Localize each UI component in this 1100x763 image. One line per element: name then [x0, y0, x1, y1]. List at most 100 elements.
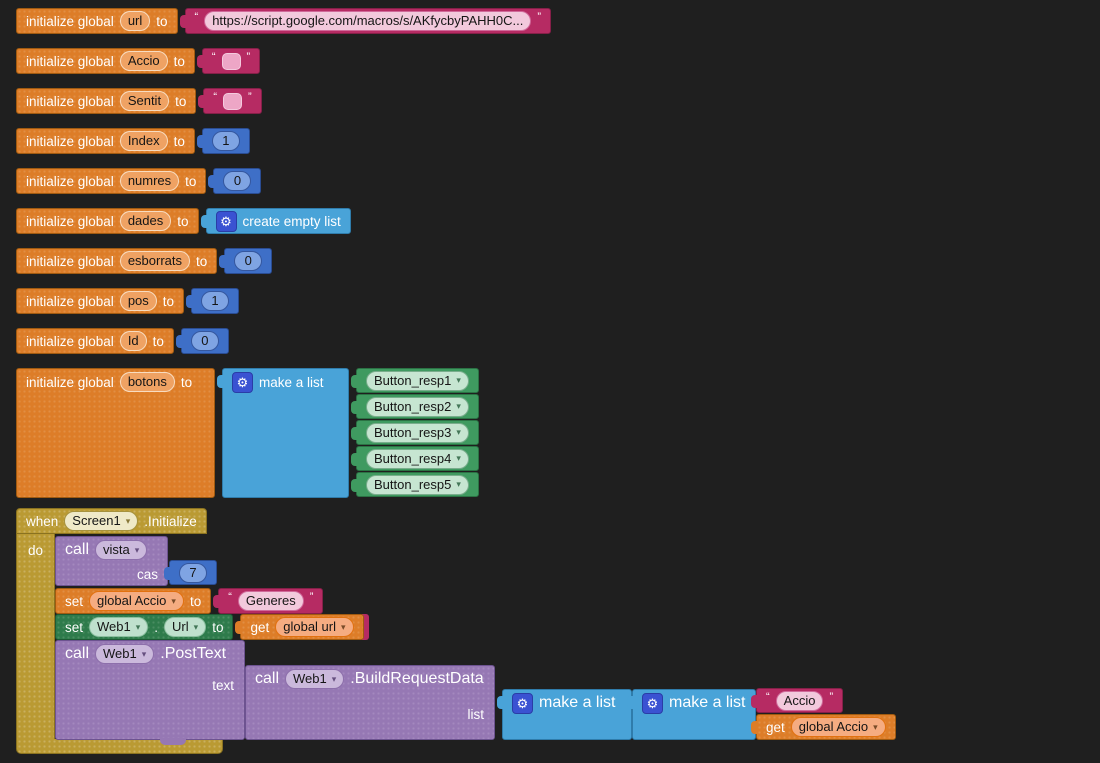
number-value-field[interactable]: 7: [179, 562, 207, 583]
component-block-button-resp4[interactable]: Button_resp4 ▾: [351, 446, 479, 471]
block-init-global-botons[interactable]: initialize global botons to ⚙ make a lis…: [16, 368, 479, 498]
initialize-global-block[interactable]: initialize global botons to: [16, 368, 215, 498]
variable-dropdown-global-accio[interactable]: global Accio ▾: [89, 591, 184, 611]
component-dropdown[interactable]: Button_resp5 ▾: [366, 474, 469, 495]
set-global-accio-statement[interactable]: set global Accio ▾ to “ Generes ”: [55, 588, 324, 614]
var-name-field-index[interactable]: Index: [119, 131, 168, 151]
number-value-field[interactable]: 0: [234, 251, 263, 271]
block-init-global-accio[interactable]: initialize global Accio to “ ”: [16, 48, 261, 74]
string-value-field[interactable]: Generes: [237, 591, 304, 611]
variable-dropdown-global-url[interactable]: global url ▾: [275, 617, 354, 637]
empty-string-block[interactable]: “ ”: [198, 88, 262, 114]
var-name-field-sentit[interactable]: Sentit: [119, 91, 170, 111]
empty-string-field[interactable]: [221, 52, 241, 70]
procedure-dropdown-vista[interactable]: vista ▾: [95, 540, 148, 560]
initialize-global-block[interactable]: initialize global pos to: [16, 288, 185, 314]
mutator-gear-icon[interactable]: ⚙: [512, 692, 533, 714]
var-name-field-numres[interactable]: numres: [119, 171, 180, 191]
param-label-list: list: [467, 707, 485, 722]
call-web1-posttext-block[interactable]: call Web1 ▾ .PostText text: [55, 640, 245, 745]
number-block[interactable]: 0: [208, 168, 262, 194]
number-value-field[interactable]: 0: [190, 331, 219, 351]
string-value-field[interactable]: Accio: [775, 690, 824, 711]
when-screen1-initialize-block[interactable]: when Screen1 ▾ .Initialize do call vista…: [16, 508, 916, 754]
component-dropdown-web1[interactable]: Web1 ▾: [95, 644, 155, 664]
variable-dropdown-global-accio[interactable]: global Accio ▾: [790, 717, 886, 737]
string-value-field[interactable]: https://script.google.com/macros/s/AKfyc…: [204, 11, 532, 31]
set-variable-block[interactable]: set global Accio ▾ to: [55, 588, 212, 614]
make-a-list-inner-block[interactable]: ⚙ make a list: [627, 689, 756, 740]
mutator-gear-icon[interactable]: ⚙: [215, 210, 237, 232]
var-name-field-botons[interactable]: botons: [119, 372, 175, 392]
hidden-block-edge: [361, 614, 369, 640]
get-global-accio-block[interactable]: get global Accio ▾: [751, 714, 896, 740]
number-block[interactable]: 1: [186, 288, 240, 314]
block-init-global-sentit[interactable]: initialize global Sentit to “ ”: [16, 88, 262, 114]
chevron-down-icon: ▾: [141, 648, 147, 659]
component-dropdown[interactable]: Button_resp3 ▾: [366, 422, 469, 443]
initialize-global-block[interactable]: initialize global Sentit to: [16, 88, 197, 114]
mutator-gear-icon[interactable]: ⚙: [232, 371, 253, 393]
text-string-block-url[interactable]: “ https://script.google.com/macros/s/AKf…: [179, 8, 552, 34]
number-block[interactable]: 1: [196, 128, 250, 154]
block-init-global-dades[interactable]: initialize global dades to ⚙ create empt…: [16, 208, 351, 234]
create-empty-list-block[interactable]: ⚙ create empty list: [200, 208, 351, 234]
chevron-down-icon: ▾: [873, 721, 878, 732]
close-quote: ”: [537, 11, 542, 23]
component-dropdown-screen1[interactable]: Screen1 ▾: [64, 511, 139, 531]
initialize-global-block[interactable]: initialize global esborrats to: [16, 248, 218, 274]
number-value-field[interactable]: 1: [201, 291, 230, 311]
empty-string-block[interactable]: “ ”: [196, 48, 261, 74]
number-block[interactable]: 0: [175, 328, 229, 354]
number-block-7[interactable]: 7: [164, 560, 217, 585]
property-dropdown-url[interactable]: Url ▾: [164, 617, 207, 637]
component-block-button-resp3[interactable]: Button_resp3 ▾: [351, 420, 479, 445]
component-block-button-resp5[interactable]: Button_resp5 ▾: [351, 472, 479, 497]
block-init-global-pos[interactable]: initialize global pos to 1: [16, 288, 240, 314]
var-name-field-id[interactable]: Id: [119, 331, 147, 351]
component-dropdown-web1[interactable]: Web1 ▾: [89, 617, 149, 637]
component-block-button-resp2[interactable]: Button_resp2 ▾: [351, 394, 479, 419]
initialize-global-block[interactable]: initialize global Index to: [16, 128, 195, 154]
initialize-global-block[interactable]: initialize global dades to: [16, 208, 199, 234]
component-dropdown-web1[interactable]: Web1 ▾: [285, 669, 345, 689]
component-dropdown[interactable]: Button_resp4 ▾: [366, 448, 469, 469]
number-block[interactable]: 0: [219, 248, 273, 274]
var-name-field-pos[interactable]: pos: [119, 291, 157, 311]
block-init-global-url[interactable]: initialize global url to “ https://scrip…: [16, 8, 552, 34]
close-quote: ”: [246, 51, 251, 63]
open-quote: “: [211, 51, 216, 63]
var-name-field-url[interactable]: url: [119, 11, 151, 31]
empty-string-field[interactable]: [223, 92, 242, 110]
initialize-global-block[interactable]: initialize global Id to: [16, 328, 174, 354]
component-block-button-resp1[interactable]: Button_resp1 ▾: [351, 368, 479, 393]
number-value-field[interactable]: 0: [223, 171, 252, 191]
call-vista-block[interactable]: call vista ▾ cas: [55, 536, 168, 586]
event-header[interactable]: when Screen1 ▾ .Initialize: [16, 508, 207, 534]
block-init-global-numres[interactable]: initialize global numres to 0: [16, 168, 262, 194]
block-init-global-index[interactable]: initialize global Index to 1: [16, 128, 250, 154]
open-quote: “: [213, 91, 217, 103]
make-a-list-block[interactable]: ⚙ make a list: [217, 368, 349, 498]
mutator-gear-icon[interactable]: ⚙: [642, 692, 663, 714]
component-dropdown[interactable]: Button_resp1 ▾: [366, 370, 469, 391]
get-global-url-block[interactable]: get global url ▾: [235, 614, 364, 640]
initialize-global-block[interactable]: initialize global numres to: [16, 168, 207, 194]
var-name-field-dades[interactable]: dades: [119, 211, 172, 231]
var-name-field-accio[interactable]: Accio: [119, 51, 168, 71]
component-dropdown[interactable]: Button_resp2 ▾: [366, 396, 469, 417]
var-name-field-esborrats[interactable]: esborrats: [119, 251, 191, 271]
make-a-list-outer-block[interactable]: ⚙ make a list: [497, 689, 632, 740]
event-name: .Initialize: [144, 513, 197, 529]
set-property-block[interactable]: set Web1 ▾ . Url ▾ to: [55, 614, 234, 640]
text-string-block-generes[interactable]: “ Generes ”: [213, 588, 324, 614]
initialize-global-block[interactable]: initialize global url to: [16, 8, 178, 34]
number-value-field[interactable]: 1: [211, 131, 240, 151]
set-web1-url-statement[interactable]: set Web1 ▾ . Url ▾ to get global url ▾: [55, 614, 369, 640]
call-web1-buildrequestdata-block[interactable]: call Web1 ▾ .BuildRequestData list: [245, 665, 495, 740]
to-label: to: [156, 13, 168, 29]
block-init-global-esborrats[interactable]: initialize global esborrats to 0: [16, 248, 273, 274]
initialize-global-block[interactable]: initialize global Accio to: [16, 48, 195, 74]
text-string-block-accio[interactable]: “ Accio ”: [750, 688, 844, 713]
block-init-global-id[interactable]: initialize global Id to 0: [16, 328, 229, 354]
